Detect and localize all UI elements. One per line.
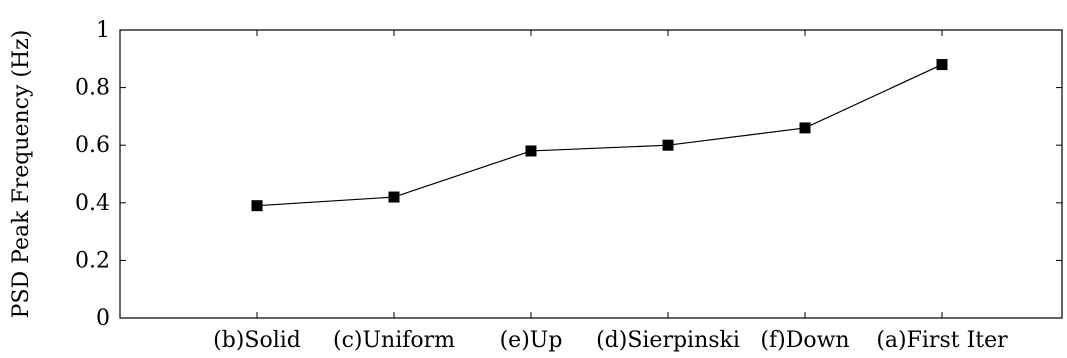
plot-frame [119, 29, 1063, 319]
x-tick-label: (b)Solid [213, 328, 301, 353]
x-tick-label: (c)Uniform [333, 328, 455, 353]
x-tick-label: (a)First Iter [876, 328, 1008, 353]
series-layer [251, 59, 948, 212]
data-point [525, 145, 537, 157]
data-point [251, 200, 263, 212]
y-tick-label: 0.4 [75, 191, 110, 216]
y-tick-label: 0.6 [75, 133, 110, 158]
y-tick-label: 0.2 [75, 248, 110, 273]
y-tick-label: 0 [96, 306, 110, 331]
y-tick-label: 1 [96, 18, 110, 43]
y-axis-title: PSD Peak Frequency (Hz) [9, 30, 34, 319]
x-axis: (b)Solid (c)Uniform (e)Up (d)Sierpinski (f)D… [213, 30, 1008, 353]
x-tick-label: (d)Sierpinski [596, 328, 740, 353]
data-point [388, 191, 400, 203]
data-point [799, 122, 811, 134]
data-point [936, 59, 948, 71]
x-tick-label: (e)Up [500, 328, 563, 353]
x-tick-label: (f)Down [760, 328, 849, 353]
y-tick-label: 0.8 [75, 76, 110, 101]
data-point [662, 139, 674, 151]
series-line [256, 64, 943, 207]
y-axis: 0 0.2 0.4 0.6 0.8 1 [75, 18, 1062, 331]
